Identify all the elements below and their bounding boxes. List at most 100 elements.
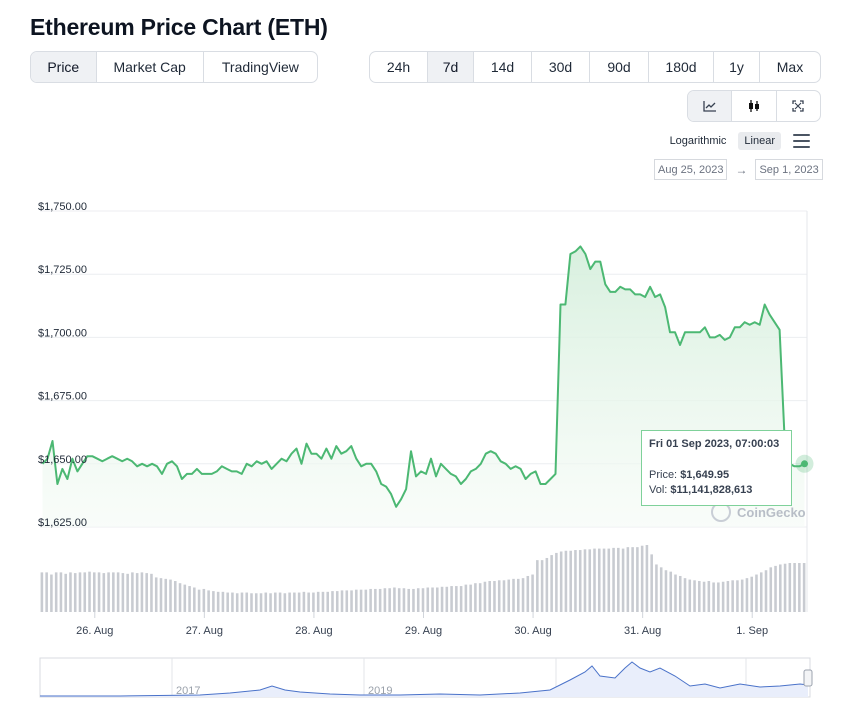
volume-bar [154, 577, 158, 612]
date-to-input[interactable]: Sep 1, 2023 [755, 159, 823, 180]
volume-bar [159, 578, 163, 612]
hover-marker [801, 460, 809, 468]
tab-price[interactable]: Price [31, 52, 97, 82]
chart-type-tools [687, 90, 821, 122]
x-tick-label: 31. Aug [624, 625, 661, 637]
volume-bar [578, 550, 582, 612]
volume-bar [131, 572, 134, 612]
volume-bar [107, 572, 110, 612]
volume-bar [88, 571, 91, 612]
navigator-handle [803, 669, 813, 687]
volume-bar [602, 548, 606, 612]
volume-bar [245, 592, 249, 612]
volume-bar [621, 548, 625, 612]
volume-bar [264, 592, 268, 612]
volume-bar [555, 552, 558, 612]
volume-bar [726, 581, 730, 612]
x-tick-label: 27. Aug [186, 625, 223, 637]
volume-bar [73, 573, 77, 612]
price-line [41, 245, 805, 508]
volume-bar [450, 586, 453, 612]
volume-bar [254, 593, 258, 612]
volume-bar [269, 593, 272, 612]
volume-bar [307, 592, 310, 612]
volume-bar [531, 574, 534, 612]
volume-bar [736, 580, 739, 612]
volume-bar [540, 560, 544, 612]
volume-bar [193, 587, 196, 612]
volume-bar [345, 590, 349, 612]
volume-bar [774, 565, 777, 612]
line-chart-button[interactable] [688, 91, 733, 121]
volume-bar [512, 578, 515, 612]
range-max[interactable]: Max [776, 59, 804, 75]
y-tick-label: $1,700.00 [38, 327, 87, 339]
y-tick-label: $1,625.00 [38, 517, 87, 529]
volume-bar [316, 591, 320, 612]
tooltip-date: Fri 01 Sep 2023, 07:00:03 [649, 438, 780, 450]
volume-bar [426, 587, 430, 612]
fullscreen-button[interactable] [777, 91, 820, 121]
volume-bar [631, 547, 634, 612]
volume-bar [40, 572, 44, 612]
volume-bar [769, 567, 773, 612]
volume-bar [321, 591, 325, 612]
menu-icon[interactable] [793, 134, 810, 148]
volume-bar [293, 592, 296, 612]
range-90d[interactable]: 90d [590, 52, 649, 82]
volume-bar [250, 593, 253, 612]
volume-bar [278, 592, 282, 612]
volume-bar [645, 545, 649, 612]
navigator-area [40, 662, 808, 697]
range-14d[interactable]: 14d [474, 52, 532, 82]
date-range: Aug 25, 2023 → Sep 1, 2023 [654, 159, 823, 180]
volume-bar [617, 547, 620, 612]
range-1y[interactable]: 1y [714, 52, 760, 82]
volume-bar [297, 592, 301, 612]
volume-bar [564, 550, 568, 612]
volume-bar [659, 567, 663, 612]
x-tick-label: 26. Aug [76, 625, 113, 637]
volume-bar [650, 554, 653, 612]
scale-linear[interactable]: Linear [738, 132, 781, 150]
scale-logarithmic[interactable]: Logarithmic [669, 135, 727, 147]
date-from-input[interactable]: Aug 25, 2023 [654, 159, 728, 180]
range-24h[interactable]: 24h [370, 52, 428, 82]
volume-bar [798, 563, 801, 612]
volume-bar [388, 588, 391, 612]
candlestick-button[interactable] [732, 91, 777, 121]
tab-tradingview[interactable]: TradingView [221, 59, 299, 75]
volume-bar [502, 580, 506, 612]
volume-bar [164, 578, 168, 612]
range-7d[interactable]: 7d [428, 52, 474, 82]
volume-bar [640, 545, 644, 612]
range-180d[interactable]: 180d [649, 52, 714, 82]
volume-bar [488, 581, 491, 612]
volume-bar [231, 592, 234, 612]
volume-bar [93, 572, 96, 612]
volume-bar [212, 591, 215, 612]
volume-bar [69, 572, 72, 612]
navigator: 2017201920212023 [39, 657, 813, 698]
volume-bar [455, 586, 458, 612]
volume-bar [374, 588, 377, 612]
page-title: Ethereum Price Chart (ETH) [30, 14, 328, 40]
volume-bar [412, 588, 415, 612]
volume-bar [683, 578, 687, 612]
volume-bar [698, 581, 701, 612]
volume-bar [178, 583, 182, 612]
volume-bar [636, 547, 639, 612]
volume-bar [788, 563, 792, 612]
volume-bar [588, 549, 592, 612]
volume-bar [445, 586, 449, 612]
range-30d[interactable]: 30d [532, 52, 590, 82]
volume-bar [755, 574, 758, 612]
volume-bar [331, 591, 334, 612]
volume-bar [197, 589, 201, 612]
volume-bar [235, 593, 239, 612]
x-tick-label: 30. Aug [514, 625, 551, 637]
volume-bar [693, 580, 696, 612]
tab-market-cap[interactable]: Market Cap [97, 52, 204, 82]
volume-bar [597, 548, 601, 612]
